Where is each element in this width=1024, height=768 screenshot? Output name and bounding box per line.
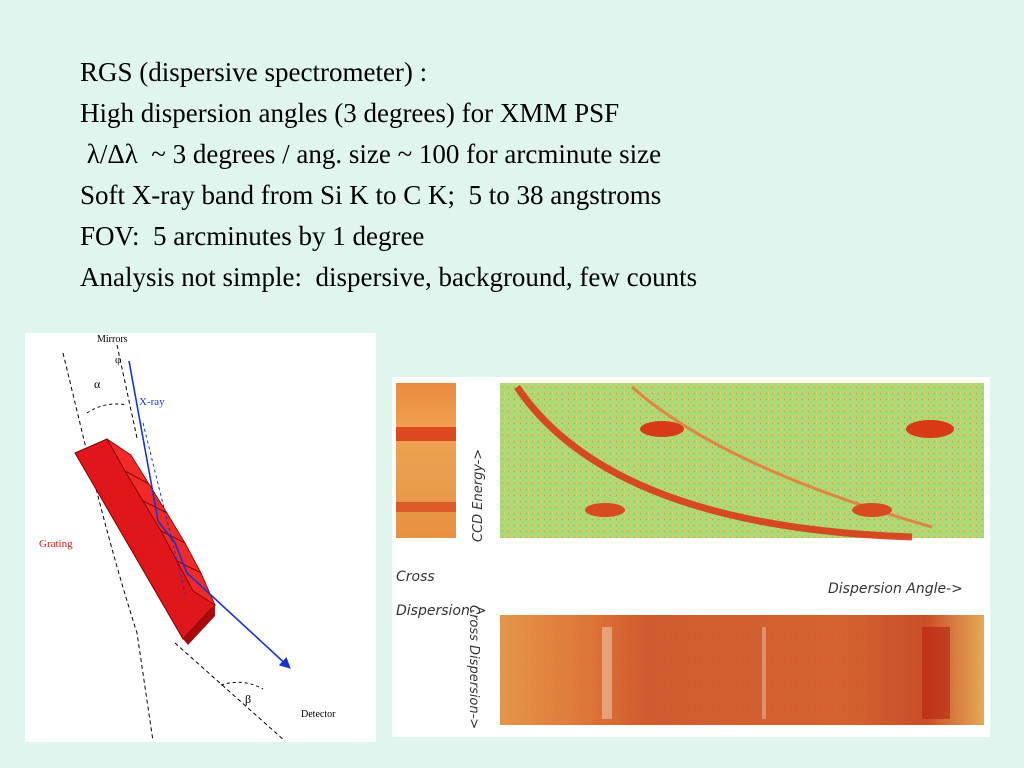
line-analysis: Analysis not simple: dispersive, backgro… xyxy=(80,262,698,292)
xray-label: X-ray xyxy=(139,396,165,408)
mirror-edge-line xyxy=(62,352,154,742)
grating-block xyxy=(74,438,216,645)
emission-line-1 xyxy=(640,421,684,437)
line-rgs-title: RGS (dispersive spectrometer) : xyxy=(80,57,428,87)
emission-line-3 xyxy=(585,503,625,517)
phi-label: φ xyxy=(115,354,121,366)
line-xray-band: Soft X-ray band from Si K to C K; 5 to 3… xyxy=(80,180,662,210)
xray-dashed xyxy=(142,422,186,594)
detector-label: Detector xyxy=(301,709,336,720)
slide-text-block: RGS (dispersive spectrometer) : High dis… xyxy=(80,52,697,298)
outgoing-line xyxy=(174,642,286,742)
emission-line-4 xyxy=(852,503,892,517)
projection-strip xyxy=(396,383,456,538)
order-arc-1 xyxy=(514,385,913,541)
mirrors-label: Mirrors xyxy=(97,334,128,345)
emission-line-2 xyxy=(906,420,954,438)
grating-label: Grating xyxy=(39,538,73,550)
dispersion-angle-label: Dispersion Angle-> xyxy=(828,581,963,597)
cross-label: Cross xyxy=(396,569,435,585)
beta-arc xyxy=(220,681,264,690)
alpha-label: α xyxy=(94,377,101,391)
spectrum-image: CCD Energy-> Cross Dispersion-> Dispersi… xyxy=(392,377,990,737)
dispersion-arrow-label: Dispersion-> xyxy=(396,603,487,619)
line-dispersion-angles: High dispersion angles (3 degrees) for X… xyxy=(80,98,620,128)
cross-dispersion-vertical-label: Cross Dispersion-> xyxy=(466,605,481,729)
line-fov: FOV: 5 arcminutes by 1 degree xyxy=(80,221,425,251)
ccd-energy-image xyxy=(500,383,984,538)
line-resolving-power: λ/Δλ ~ 3 degrees / ang. size ~ 100 for a… xyxy=(80,139,662,169)
beta-label: β xyxy=(245,692,251,706)
ccd-energy-label: CCD Energy-> xyxy=(471,449,486,542)
grating-diagram: Mirrors φ α X-ray Grating β Detector xyxy=(25,333,376,742)
xray-path xyxy=(128,360,291,669)
alpha-arc xyxy=(86,403,128,414)
incident-normal-line xyxy=(116,344,138,439)
